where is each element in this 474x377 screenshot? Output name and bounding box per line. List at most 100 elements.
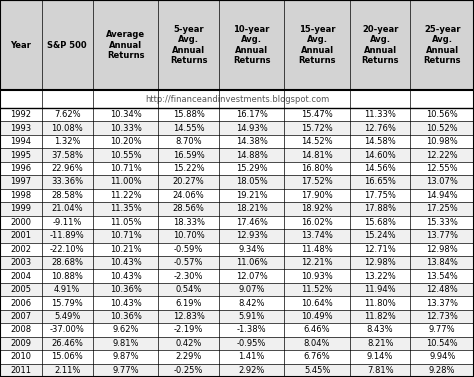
Text: 10.49%: 10.49% bbox=[301, 312, 333, 321]
Text: 15.22%: 15.22% bbox=[173, 164, 204, 173]
Text: 20-year
Avg.
Annual
Returns: 20-year Avg. Annual Returns bbox=[361, 25, 399, 65]
Text: 1994: 1994 bbox=[10, 137, 31, 146]
Text: 26.46%: 26.46% bbox=[51, 339, 83, 348]
Bar bbox=[0, 323, 474, 337]
Text: 15.88%: 15.88% bbox=[173, 110, 205, 119]
Bar bbox=[0, 216, 474, 229]
Text: 5.49%: 5.49% bbox=[54, 312, 81, 321]
Bar bbox=[0, 256, 474, 270]
Text: 28.58%: 28.58% bbox=[51, 191, 83, 200]
Text: 6.76%: 6.76% bbox=[304, 352, 330, 361]
Text: 9.28%: 9.28% bbox=[429, 366, 456, 375]
Text: 4.91%: 4.91% bbox=[54, 285, 81, 294]
Text: 9.77%: 9.77% bbox=[112, 366, 139, 375]
Text: 17.25%: 17.25% bbox=[427, 204, 458, 213]
Text: -37.00%: -37.00% bbox=[50, 325, 85, 334]
Text: 1996: 1996 bbox=[10, 164, 31, 173]
Text: 2008: 2008 bbox=[10, 325, 31, 334]
Text: 9.81%: 9.81% bbox=[112, 339, 139, 348]
Text: 14.94%: 14.94% bbox=[427, 191, 458, 200]
Text: 1.41%: 1.41% bbox=[238, 352, 265, 361]
Text: 11.82%: 11.82% bbox=[365, 312, 396, 321]
Text: 8.43%: 8.43% bbox=[367, 325, 393, 334]
Text: 1995: 1995 bbox=[10, 150, 31, 159]
Text: 10.71%: 10.71% bbox=[110, 231, 141, 240]
Text: 17.46%: 17.46% bbox=[236, 218, 268, 227]
Text: 1999: 1999 bbox=[10, 204, 31, 213]
Text: 10.56%: 10.56% bbox=[427, 110, 458, 119]
Text: 7.81%: 7.81% bbox=[367, 366, 393, 375]
Text: 20.27%: 20.27% bbox=[173, 178, 204, 187]
Text: 6.19%: 6.19% bbox=[175, 299, 202, 308]
Bar bbox=[0, 149, 474, 162]
Text: 12.93%: 12.93% bbox=[236, 231, 267, 240]
Text: 0.42%: 0.42% bbox=[175, 339, 202, 348]
Text: 2.11%: 2.11% bbox=[54, 366, 81, 375]
Bar bbox=[0, 189, 474, 202]
Text: 10.20%: 10.20% bbox=[110, 137, 141, 146]
Bar bbox=[0, 242, 474, 256]
Text: 16.17%: 16.17% bbox=[236, 110, 268, 119]
Text: 2002: 2002 bbox=[10, 245, 31, 254]
Text: -9.11%: -9.11% bbox=[53, 218, 82, 227]
Text: -2.30%: -2.30% bbox=[174, 271, 203, 280]
Text: 2006: 2006 bbox=[10, 299, 31, 308]
Text: 19.21%: 19.21% bbox=[236, 191, 267, 200]
Text: 14.60%: 14.60% bbox=[365, 150, 396, 159]
Text: 18.33%: 18.33% bbox=[173, 218, 205, 227]
Text: 8.04%: 8.04% bbox=[304, 339, 330, 348]
Text: http://financeandinvestments.blogspot.com: http://financeandinvestments.blogspot.co… bbox=[145, 95, 329, 104]
Text: 8.42%: 8.42% bbox=[238, 299, 265, 308]
Text: 15.24%: 15.24% bbox=[365, 231, 396, 240]
Text: 2000: 2000 bbox=[10, 218, 31, 227]
Text: 11.06%: 11.06% bbox=[236, 258, 267, 267]
Text: 13.77%: 13.77% bbox=[426, 231, 458, 240]
Text: 2007: 2007 bbox=[10, 312, 31, 321]
Text: 14.88%: 14.88% bbox=[236, 150, 268, 159]
Text: 2004: 2004 bbox=[10, 271, 31, 280]
Bar bbox=[0, 121, 474, 135]
Bar bbox=[0, 283, 474, 296]
Text: 14.38%: 14.38% bbox=[236, 137, 268, 146]
Bar bbox=[0, 0, 474, 90]
Text: 14.93%: 14.93% bbox=[236, 124, 267, 133]
Text: 15-year
Avg.
Annual
Returns: 15-year Avg. Annual Returns bbox=[298, 25, 336, 65]
Text: 12.07%: 12.07% bbox=[236, 271, 267, 280]
Text: 10.43%: 10.43% bbox=[110, 258, 141, 267]
Text: 18.21%: 18.21% bbox=[236, 204, 267, 213]
Text: 10.43%: 10.43% bbox=[110, 299, 141, 308]
Text: 9.34%: 9.34% bbox=[238, 245, 265, 254]
Bar bbox=[0, 296, 474, 310]
Text: 15.29%: 15.29% bbox=[236, 164, 267, 173]
Text: 2005: 2005 bbox=[10, 285, 31, 294]
Text: 12.71%: 12.71% bbox=[365, 245, 396, 254]
Bar bbox=[0, 108, 474, 121]
Text: 0.54%: 0.54% bbox=[175, 285, 202, 294]
Text: 10.71%: 10.71% bbox=[110, 164, 141, 173]
Text: 14.58%: 14.58% bbox=[365, 137, 396, 146]
Text: 14.81%: 14.81% bbox=[301, 150, 333, 159]
Text: 11.52%: 11.52% bbox=[301, 285, 333, 294]
Bar bbox=[0, 270, 474, 283]
Text: 10.43%: 10.43% bbox=[110, 271, 141, 280]
Text: 12.55%: 12.55% bbox=[427, 164, 458, 173]
Text: 6.46%: 6.46% bbox=[304, 325, 330, 334]
Text: 2011: 2011 bbox=[10, 366, 31, 375]
Text: 14.55%: 14.55% bbox=[173, 124, 204, 133]
Text: 10.52%: 10.52% bbox=[427, 124, 458, 133]
Text: 17.90%: 17.90% bbox=[301, 191, 333, 200]
Text: 16.80%: 16.80% bbox=[301, 164, 333, 173]
Text: 15.33%: 15.33% bbox=[426, 218, 458, 227]
Text: 15.06%: 15.06% bbox=[52, 352, 83, 361]
Text: 13.22%: 13.22% bbox=[365, 271, 396, 280]
Text: 12.21%: 12.21% bbox=[301, 258, 333, 267]
Text: 1997: 1997 bbox=[10, 178, 31, 187]
Text: -0.57%: -0.57% bbox=[174, 258, 203, 267]
Text: 11.48%: 11.48% bbox=[301, 245, 333, 254]
Text: 11.80%: 11.80% bbox=[365, 299, 396, 308]
Text: -0.59%: -0.59% bbox=[174, 245, 203, 254]
Text: 12.76%: 12.76% bbox=[364, 124, 396, 133]
Bar bbox=[0, 229, 474, 242]
Text: 12.98%: 12.98% bbox=[427, 245, 458, 254]
Bar bbox=[0, 363, 474, 377]
